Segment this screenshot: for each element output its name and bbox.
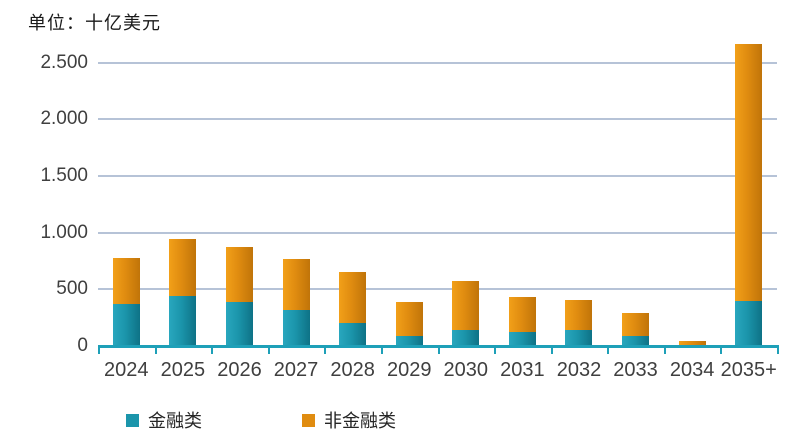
x-axis-label-2025: 2025 [160,359,206,381]
chart-unit-label: 单位：十亿美元 [28,13,161,33]
bar-segment-nonfinancial-2025 [169,239,197,297]
x-axis-tick-10 [663,346,666,354]
gridline-500 [98,288,777,291]
x-axis-label-2027: 2027 [273,359,319,381]
gridline-1500 [98,174,777,177]
x-axis-label-2034: 2034 [669,359,715,381]
y-axis-tick-label-0: 0 [77,335,88,356]
x-axis-label-2026: 2026 [217,359,262,381]
x-axis-tick-7 [494,346,497,354]
bar-segment-nonfinancial-2028 [339,271,367,324]
bar-segment-financial-2029 [395,335,423,346]
legend-swatch-financial [126,413,139,427]
x-axis-tick-0 [98,346,100,354]
x-axis-label-2030: 2030 [443,359,489,381]
x-axis-label-2032: 2032 [556,359,602,381]
y-axis-tick-label-1500: 1.500 [40,164,88,186]
bar-segment-financial-2026 [225,301,253,346]
y-axis-tick-label-1000: 1.000 [40,221,88,243]
bar-segment-financial-2031 [508,332,536,346]
bar-segment-nonfinancial-2029 [395,301,423,336]
bar-segment-nonfinancial-2026 [225,247,253,302]
chart-legend: 金融类 非金融类 [126,407,396,433]
bar-segment-financial-2035+ [735,300,763,346]
x-axis-tick-4 [324,346,327,354]
bar-segment-nonfinancial-2030 [452,280,480,331]
y-axis-tick-label-2000: 2.000 [40,108,88,130]
legend-label-financial: 金融类 [148,411,202,431]
bar-segment-financial-2025 [169,296,197,346]
x-axis-label-2029: 2029 [386,359,432,381]
x-axis-tick-11 [720,346,723,354]
y-axis-tick-label-2500: 2.500 [40,51,88,73]
x-axis-tick-8 [550,346,553,354]
bar-segment-financial-2032 [565,329,593,346]
x-axis-tick-9 [607,346,610,354]
x-axis-tick-6 [437,346,440,354]
bar-segment-nonfinancial-2033 [622,312,650,336]
gridline-1000 [98,231,777,234]
legend-label-nonfinancial: 非金融类 [324,411,396,431]
bar-segment-financial-2027 [282,310,310,346]
x-axis-label-2035+: 2035+ [720,359,777,381]
x-axis-label-2033: 2033 [613,359,658,381]
x-axis-tick-5 [380,346,383,354]
bar-segment-financial-2033 [622,335,650,346]
x-axis-label-2028: 2028 [330,359,375,381]
legend-item-nonfinancial: 非金融类 [302,407,396,433]
legend-swatch-nonfinancial [302,413,315,427]
gridline-2000 [98,118,777,121]
legend-item-financial: 金融类 [126,407,202,433]
x-axis-label-2024: 2024 [104,359,149,381]
bar-segment-financial-2024 [112,304,140,346]
bar-segment-nonfinancial-2034 [678,341,706,346]
x-axis-tick-12 [777,346,779,354]
x-axis-tick-1 [154,346,157,354]
x-axis-tick-3 [267,346,270,354]
gridline-2500 [98,61,777,64]
bar-segment-nonfinancial-2032 [565,299,593,330]
bar-segment-financial-2030 [452,330,480,346]
bar-segment-financial-2028 [339,323,367,346]
y-axis-tick-label-500: 500 [56,278,88,300]
bar-segment-nonfinancial-2027 [282,259,310,311]
x-axis-label-2031: 2031 [500,359,545,381]
bar-segment-nonfinancial-2031 [508,297,536,333]
bar-segment-nonfinancial-2024 [112,258,140,305]
bar-segment-nonfinancial-2035+ [735,44,763,301]
x-axis-tick-2 [211,346,214,354]
